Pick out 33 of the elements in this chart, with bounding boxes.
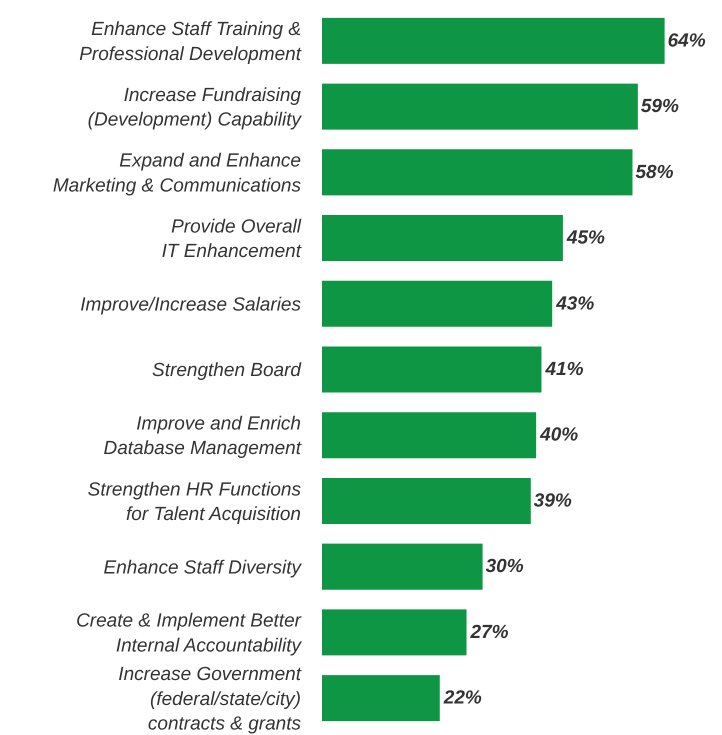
y-tick-label: Enhance Staff Training & Professional Development xyxy=(79,19,302,65)
y-tick-label: Increase Fundraising (Development) Capability xyxy=(88,84,302,131)
data-label: 59% xyxy=(640,96,679,118)
data-label: 41% xyxy=(544,359,584,380)
bar xyxy=(322,346,542,392)
data-label: 40% xyxy=(539,424,578,446)
bar xyxy=(322,412,536,458)
bar xyxy=(322,280,552,327)
bar xyxy=(322,544,483,590)
y-tick-label: Improve and Enrich Database Management xyxy=(103,414,302,460)
y-tick-label: Strengthen HR Functions for Talent Acquisition xyxy=(88,479,302,525)
bar xyxy=(322,215,563,262)
bar xyxy=(322,478,531,524)
data-label: 30% xyxy=(486,556,524,578)
y-tick-label: Improve/Increase Salaries xyxy=(80,294,302,316)
y-tick-label: Create & Implement Better Internal Accountability xyxy=(76,610,302,656)
data-label: 22% xyxy=(442,688,482,709)
bar xyxy=(322,675,440,722)
y-tick-label: Strengthen Board xyxy=(152,360,302,382)
data-label: 58% xyxy=(635,162,674,183)
y-tick-label: Enhance Staff Diversity xyxy=(104,557,302,578)
data-label: 39% xyxy=(534,490,572,512)
y-tick-label: Expand and Enhance Marketing & Communications xyxy=(52,150,302,196)
data-label: 45% xyxy=(566,228,606,249)
bar xyxy=(322,609,467,656)
bar xyxy=(322,18,665,64)
y-tick-label: Increase Government (federal/state/city) contracts & grants xyxy=(118,664,302,734)
y-tick-label: Provide Overall IT Enhancement xyxy=(162,216,302,262)
bar xyxy=(322,149,632,196)
data-label: 64% xyxy=(668,30,706,52)
data-label: 43% xyxy=(555,293,594,314)
data-label: 27% xyxy=(470,622,509,643)
bar xyxy=(322,84,638,130)
